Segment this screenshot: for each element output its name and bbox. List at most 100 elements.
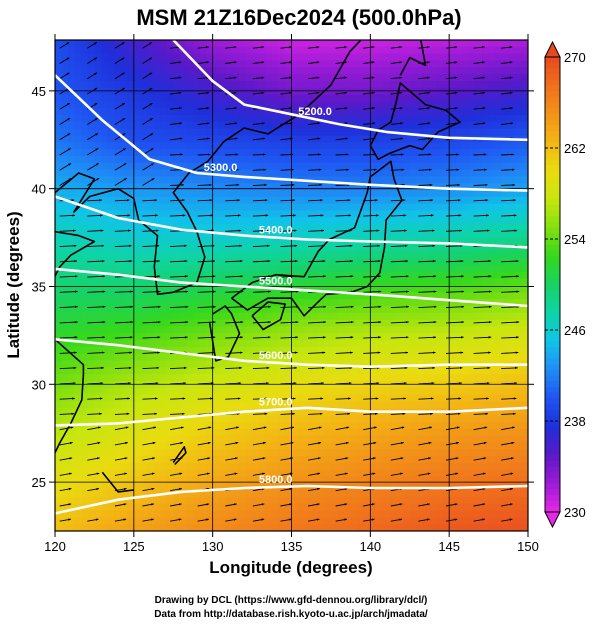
heatmap-cell [219,469,227,478]
heatmap-cell [429,87,437,96]
heatmap-cell [258,94,266,102]
heatmap-cell [495,326,503,334]
heatmap-cell [429,374,437,382]
heatmap-cell [166,210,174,218]
heatmap-cell [508,258,516,266]
heatmap-cell [258,80,266,89]
heatmap-cell [429,251,437,259]
heatmap-cell [482,455,490,464]
heatmap-cell [298,53,306,62]
heatmap-cell [87,244,96,252]
heatmap-cell [140,210,148,218]
heatmap-cell [166,108,174,116]
heatmap-cell [127,510,135,518]
heatmap-cell [258,312,266,321]
heatmap-cell [429,476,437,484]
heatmap-cell [219,237,227,246]
heatmap-cell [94,503,102,512]
heatmap-cell [409,346,417,355]
heatmap-cell [442,155,450,164]
heatmap-cell [199,340,207,348]
heatmap-cell [81,374,89,382]
heatmap-cell [514,40,523,48]
heatmap-cell [238,265,247,273]
heatmap-cell [278,319,286,328]
heatmap-cell [324,346,332,355]
heatmap-cell [350,442,358,450]
heatmap-cell [278,217,286,225]
heatmap-cell [291,142,299,150]
heatmap-cell [514,176,523,184]
heatmap-cell [298,503,306,512]
heatmap-cell [127,183,135,191]
heatmap-cell [238,121,247,130]
heatmap-cell [114,169,122,177]
heatmap-cell [68,190,76,198]
heatmap-cell [153,265,161,273]
heatmap-cell [160,176,168,184]
heatmap-cell [298,374,306,382]
heatmap-cell [429,346,437,355]
heatmap-cell [271,455,279,464]
heatmap-cell [61,244,69,252]
heatmap-cell [271,374,279,382]
heatmap-cell [482,190,490,198]
heatmap-cell [153,67,161,75]
heatmap-cell [376,278,385,287]
heatmap-cell [488,278,496,287]
heatmap-cell [94,87,102,96]
heatmap-cell [278,203,286,212]
heatmap-cell [462,428,470,437]
heatmap-cell [61,230,69,239]
heatmap-cell [114,353,122,362]
heatmap-cell [429,74,437,82]
heatmap-cell [311,449,319,457]
heatmap-cell [186,46,194,55]
heatmap-cell [192,80,201,89]
heatmap-cell [383,155,391,164]
heatmap-cell [317,340,325,348]
heatmap-cell [127,353,135,362]
heatmap-cell [363,203,371,212]
heatmap-cell [416,353,424,362]
heatmap-cell [449,435,457,443]
heatmap-cell [495,108,503,116]
heatmap-cell [127,428,135,437]
heatmap-cell [311,326,319,334]
heatmap-cell [100,183,109,191]
heatmap-cell [350,251,358,259]
heatmap-cell [468,224,477,232]
heatmap-cell [304,121,312,130]
heatmap-cell [107,265,115,273]
heatmap-cell [74,108,82,116]
heatmap-cell [330,210,339,218]
heatmap-cell [403,87,411,96]
heatmap-cell [238,237,247,246]
heatmap-cell [166,183,174,191]
heatmap-cell [179,210,187,218]
heatmap-cell [324,258,332,266]
heatmap-cell [100,401,109,409]
heatmap-cell [462,169,470,177]
heatmap-cell [199,510,207,518]
heatmap-cell [206,401,214,409]
heatmap-cell [291,442,299,450]
heatmap-cell [212,162,220,171]
heatmap-cell [409,190,417,198]
heatmap-cell [258,265,266,273]
heatmap-cell [100,251,109,259]
heatmap-cell [344,217,352,225]
heatmap-cell [120,46,128,55]
heatmap-cell [436,271,444,280]
heatmap-cell [488,217,496,225]
heatmap-cell [238,196,247,205]
heatmap-cell [212,435,220,443]
heatmap-cell [514,408,523,416]
heatmap-cell [508,435,516,443]
heatmap-cell [455,46,463,55]
heatmap-cell [468,196,477,205]
heatmap-cell [311,94,319,102]
heatmap-cell [436,108,444,116]
heatmap-cell [291,74,299,82]
heatmap-cell [140,292,148,300]
